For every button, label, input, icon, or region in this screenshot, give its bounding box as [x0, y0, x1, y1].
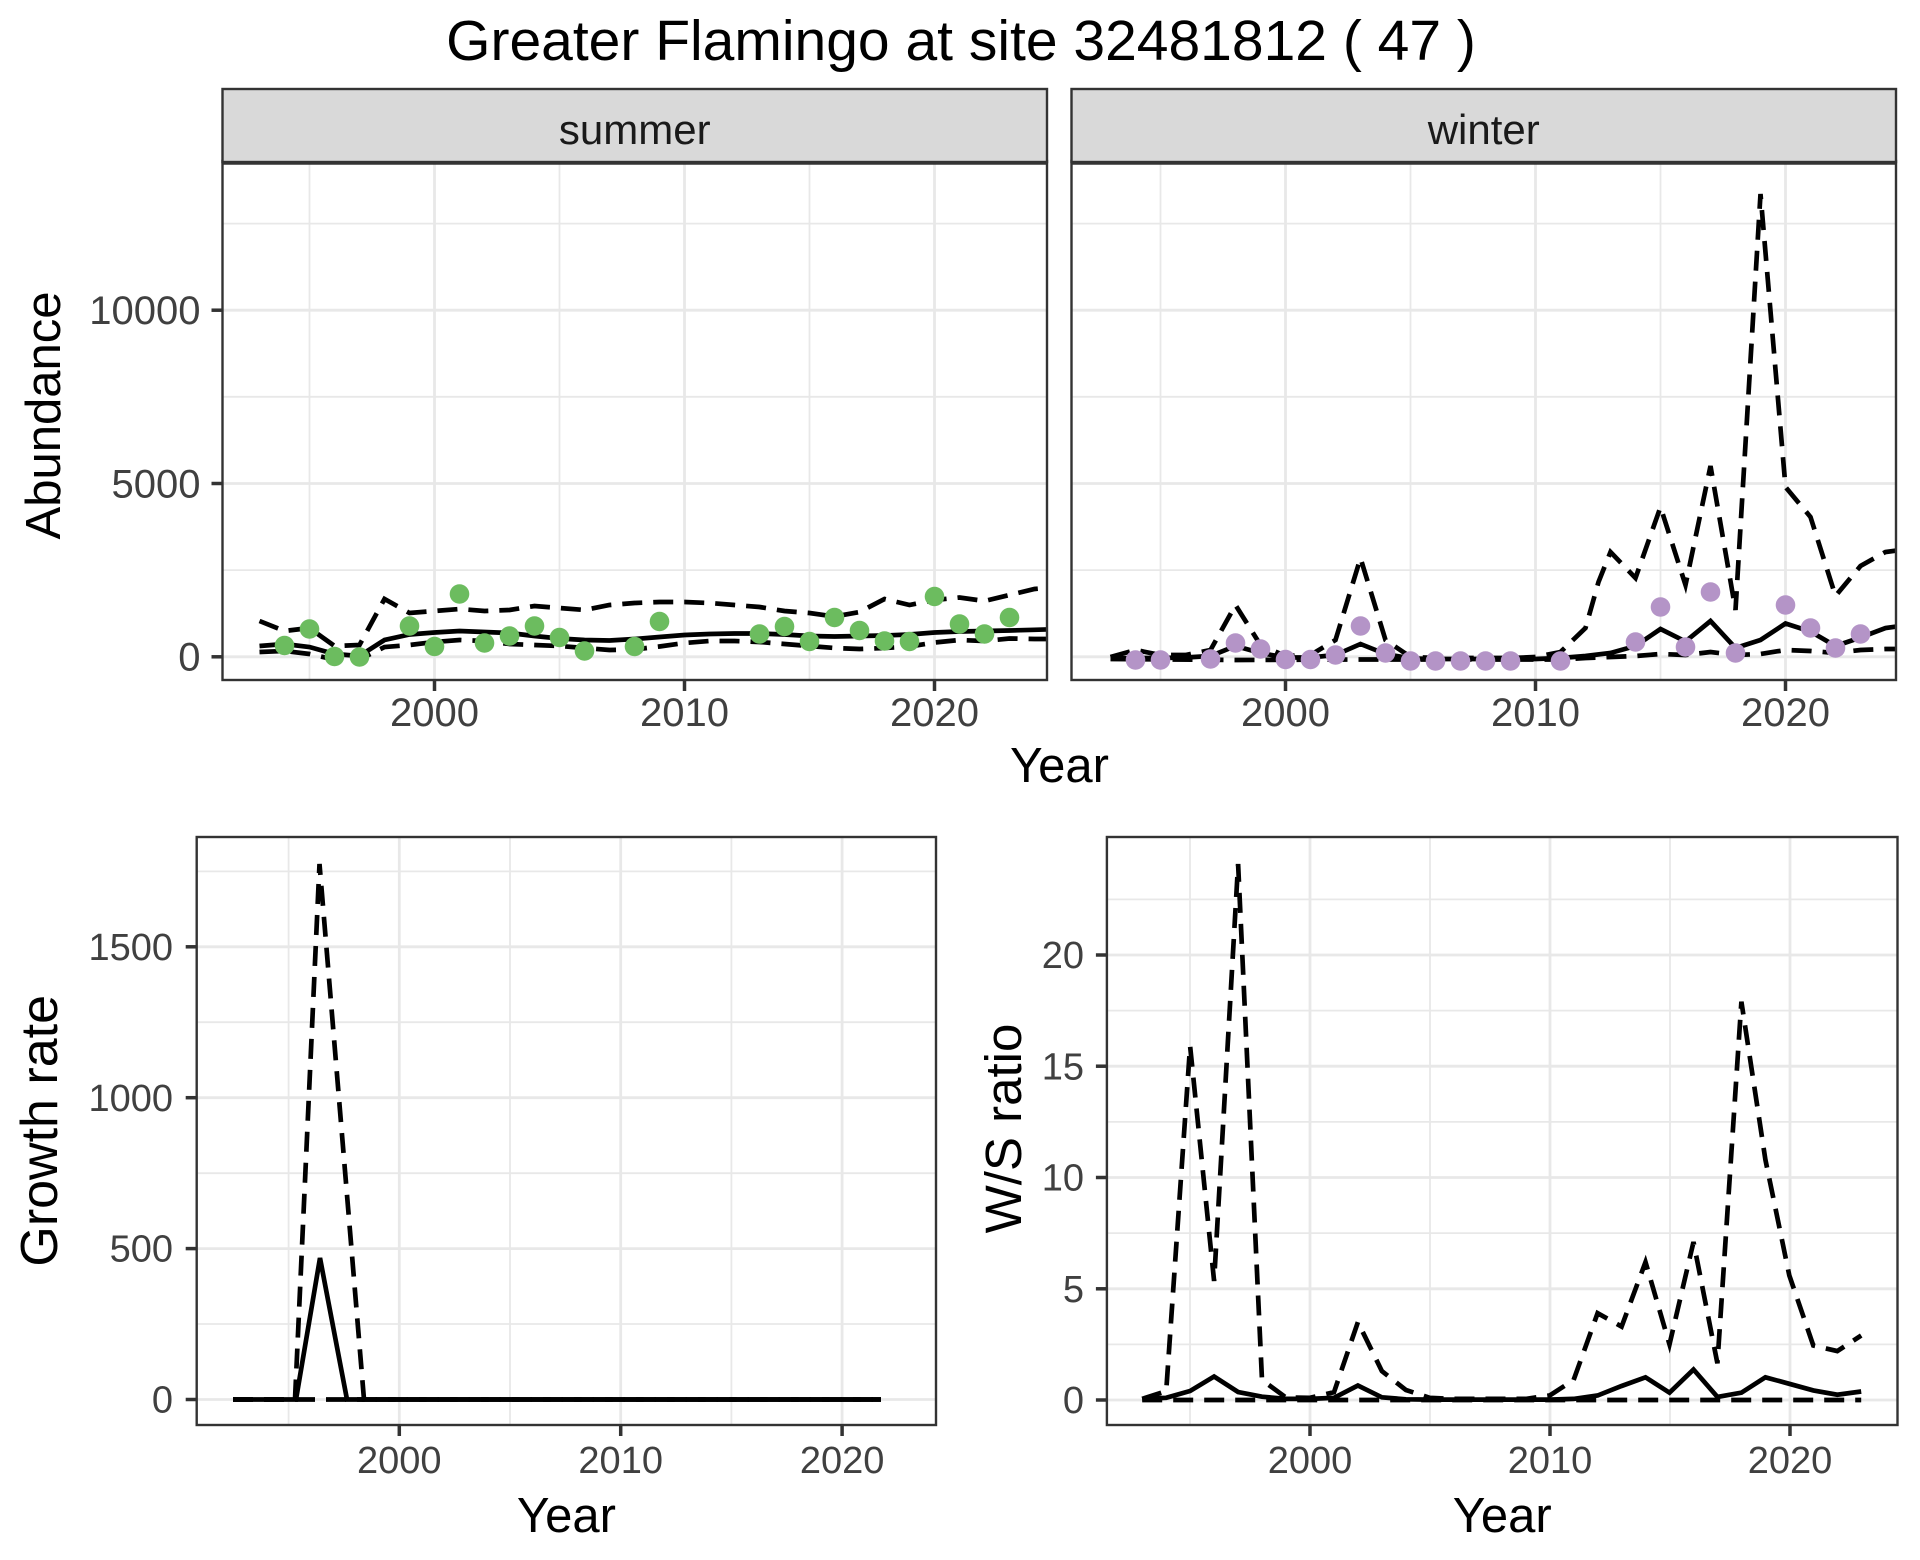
svg-text:20: 20	[1042, 935, 1084, 977]
svg-text:2010: 2010	[1491, 691, 1580, 735]
svg-text:Year: Year	[517, 1489, 616, 1543]
svg-text:0: 0	[178, 636, 200, 680]
svg-text:0: 0	[1063, 1380, 1084, 1422]
svg-text:2010: 2010	[640, 691, 729, 735]
svg-text:winter: winter	[1427, 106, 1540, 153]
svg-text:Year: Year	[1010, 739, 1109, 793]
svg-text:2000: 2000	[357, 1440, 442, 1482]
svg-text:2020: 2020	[1741, 691, 1830, 735]
svg-text:10: 10	[1042, 1158, 1084, 1200]
svg-text:2010: 2010	[1508, 1440, 1593, 1482]
svg-text:1500: 1500	[88, 927, 173, 969]
svg-text:Abundance: Abundance	[17, 292, 71, 540]
svg-text:2020: 2020	[800, 1440, 885, 1482]
svg-text:500: 500	[110, 1229, 173, 1271]
svg-text:5000: 5000	[112, 462, 201, 506]
svg-text:2000: 2000	[390, 691, 479, 735]
svg-text:0: 0	[152, 1380, 173, 1422]
svg-text:10000: 10000	[89, 289, 200, 333]
svg-text:Year: Year	[1453, 1489, 1552, 1543]
svg-text:15: 15	[1042, 1046, 1084, 1088]
svg-text:2000: 2000	[1268, 1440, 1353, 1482]
svg-text:2020: 2020	[1748, 1440, 1833, 1482]
svg-text:2000: 2000	[1241, 691, 1330, 735]
svg-text:2010: 2010	[578, 1440, 663, 1482]
svg-text:W/S ratio: W/S ratio	[975, 1024, 1032, 1234]
svg-text:Greater Flamingo at site 32481: Greater Flamingo at site 32481812 ( 47 )	[446, 9, 1476, 73]
svg-text:5: 5	[1063, 1269, 1084, 1311]
svg-text:summer: summer	[559, 106, 711, 153]
svg-text:Growth rate: Growth rate	[11, 995, 69, 1267]
svg-text:1000: 1000	[88, 1078, 173, 1120]
svg-text:2020: 2020	[890, 691, 979, 735]
